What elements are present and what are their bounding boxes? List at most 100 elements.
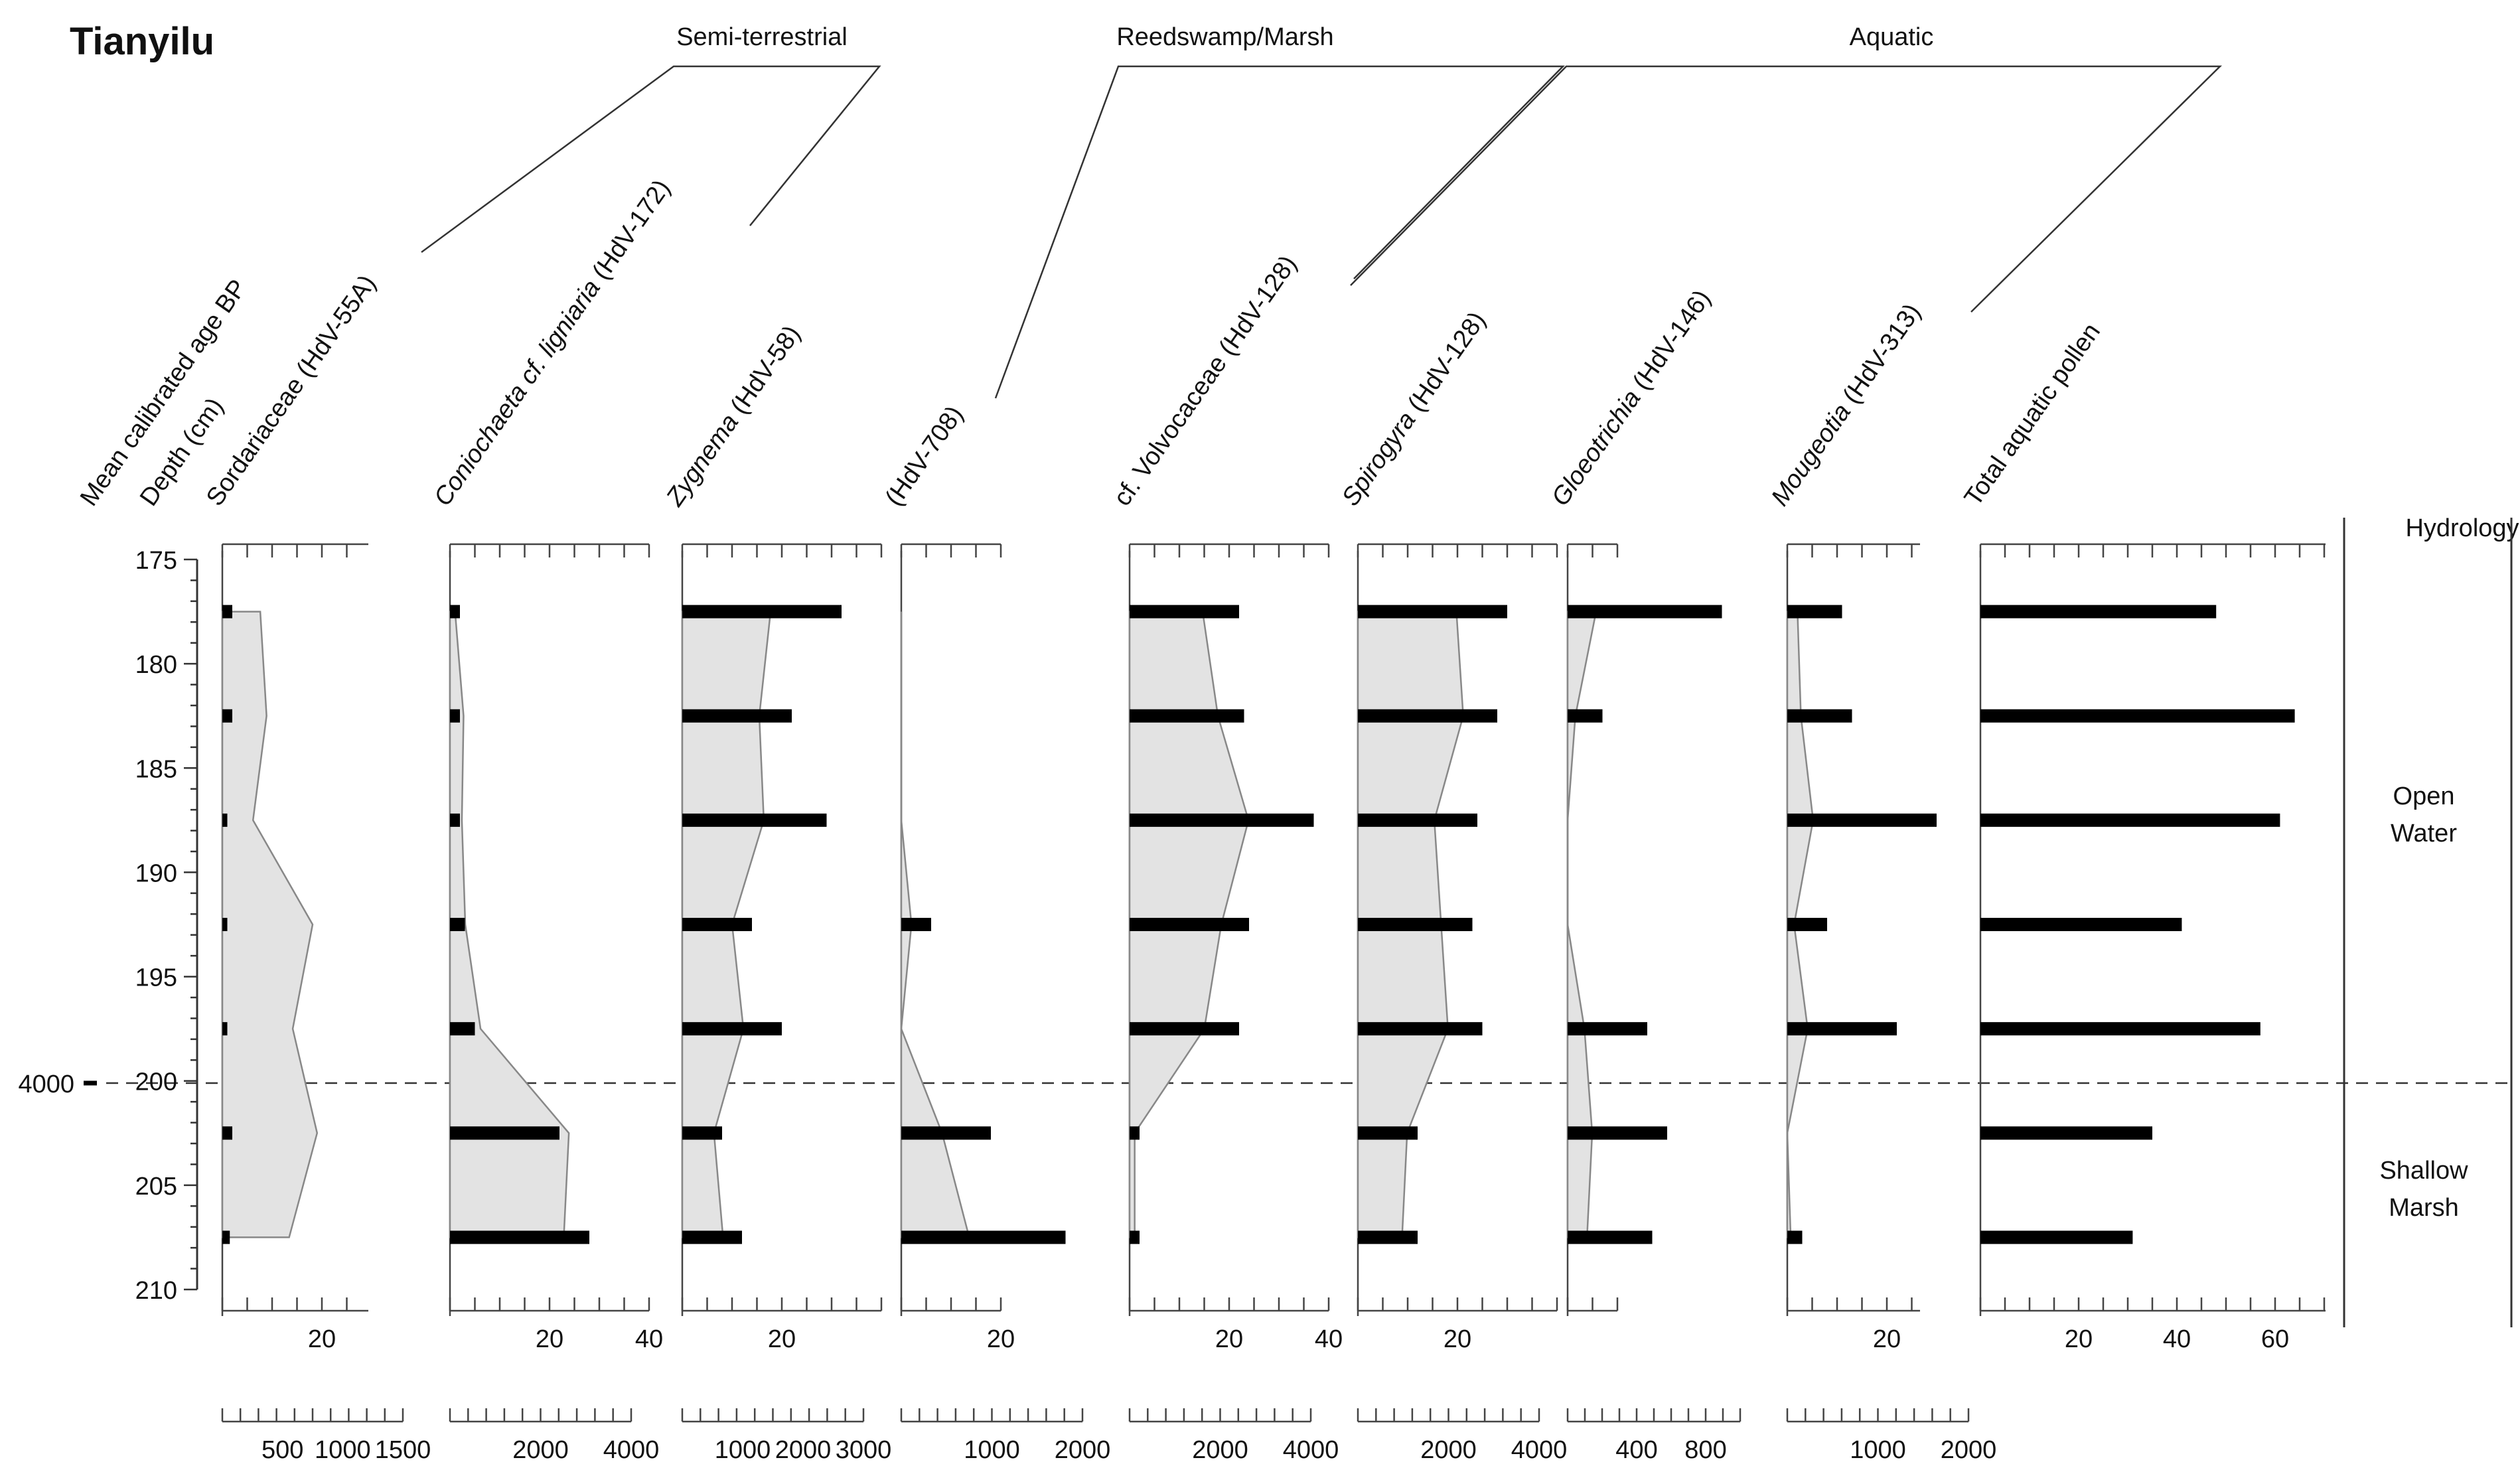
percentage-bar <box>682 918 752 931</box>
depth-tick-label: 175 <box>135 547 177 575</box>
taxon-code: (HdV-146) <box>1623 285 1716 401</box>
percentage-bar <box>1358 1022 1483 1036</box>
percentage-bar <box>1787 1230 1803 1244</box>
percentage-bar <box>1358 813 1477 827</box>
total-pollen-bar <box>1980 813 2280 827</box>
taxon-name: Mougeotia <box>1766 399 1856 511</box>
percentage-bar <box>1358 605 1507 619</box>
percentage-bar <box>450 1230 589 1244</box>
total-pollen-bar <box>1980 1126 2152 1140</box>
percent-tick-label: 20 <box>2065 1325 2093 1353</box>
taxon-name: Sordariaceae <box>201 372 310 511</box>
taxon-column-label: Zygnema (HdV-58) <box>660 321 806 512</box>
concentration-tick-label: 1000 <box>1850 1436 1906 1464</box>
taxon-code: (HdV-313) <box>1834 299 1927 415</box>
taxon-column-label: cf. Volvocaceae (HdV-128) <box>1108 251 1302 512</box>
percentage-bar <box>682 1126 722 1140</box>
taxon-code: (HdV-128) <box>1398 307 1491 423</box>
percentage-bar <box>1568 1230 1653 1244</box>
taxon-column-label: Mougeotia (HdV-313) <box>1766 299 1927 511</box>
taxon-name: Zygnema <box>660 409 744 512</box>
percentage-bar <box>1130 813 1314 827</box>
percentage-bar <box>222 813 228 827</box>
group-label: Aquatic <box>1850 23 1934 51</box>
total-pollen-bar <box>1980 605 2217 619</box>
total-pollen-bar <box>1980 709 2295 723</box>
percentage-bar <box>901 918 931 931</box>
total-pollen-bar <box>1980 1230 2133 1244</box>
concentration-silhouette <box>1566 611 1597 1238</box>
concentration-tick-label: 1000 <box>315 1436 371 1464</box>
percentage-bar <box>450 605 460 619</box>
group-label: Semi-terrestrial <box>676 23 848 51</box>
percentage-bar <box>682 605 842 619</box>
depth-tick-label: 205 <box>135 1173 177 1201</box>
total-pollen-bar <box>1980 1022 2261 1036</box>
percentage-bar <box>1130 1230 1140 1244</box>
concentration-tick-label: 500 <box>261 1436 303 1464</box>
percentage-bar <box>1787 709 1852 723</box>
percentage-bar <box>450 709 460 723</box>
depth-tick-label: 180 <box>135 651 177 679</box>
percentage-bar <box>450 1022 475 1036</box>
concentration-tick-label: 2000 <box>775 1436 832 1464</box>
percentage-bar <box>222 1230 230 1244</box>
concentration-tick-label: 4000 <box>1511 1436 1568 1464</box>
concentration-tick-label: 4000 <box>603 1436 660 1464</box>
hydrology-zone-shallow-line1: Shallow <box>2379 1157 2468 1185</box>
concentration-tick-label: 800 <box>1684 1436 1726 1464</box>
hydrology-zone-open-line2: Water <box>2391 820 2457 847</box>
concentration-tick-label: 1500 <box>375 1436 431 1464</box>
hydrology-label: Hydrology <box>2405 514 2519 542</box>
taxon-name: cf. Volvocaceae <box>1108 350 1232 511</box>
percent-tick-label: 20 <box>987 1325 1015 1353</box>
percentage-bar <box>682 1022 782 1036</box>
concentration-tick-label: 400 <box>1615 1436 1657 1464</box>
percentage-bar <box>1358 709 1497 723</box>
percentage-bar <box>1358 1126 1418 1140</box>
group-bracket <box>421 65 881 254</box>
depth-tick-label: 190 <box>135 859 177 887</box>
percentage-bar <box>1568 1022 1647 1036</box>
percentage-bar <box>1358 918 1473 931</box>
percent-tick-label: 20 <box>1873 1325 1901 1353</box>
group-bracket <box>994 65 1565 399</box>
taxon-column-label: Coniochaeta cf. ligniaria (HdV-172) <box>429 175 676 511</box>
percentage-bar <box>1130 709 1244 723</box>
percent-tick-label: 40 <box>1315 1325 1343 1353</box>
percent-tick-label: 40 <box>2163 1325 2191 1353</box>
percentage-bar <box>682 709 792 723</box>
depth-tick-label: 200 <box>135 1068 177 1096</box>
percentage-bar <box>222 709 232 723</box>
percentage-bar <box>1787 918 1827 931</box>
concentration-silhouette <box>221 611 319 1238</box>
concentration-tick-label: 2000 <box>1055 1436 1111 1464</box>
concentration-tick-label: 2000 <box>1941 1436 1997 1464</box>
concentration-tick-label: 4000 <box>1283 1436 1339 1464</box>
concentration-tick-label: 2000 <box>1420 1436 1477 1464</box>
taxon-code: (HdV-708) <box>880 401 969 511</box>
concentration-tick-label: 3000 <box>836 1436 892 1464</box>
percentage-bar <box>450 918 465 931</box>
taxon-code: (HdV-55A) <box>287 270 382 388</box>
percent-tick-label: 20 <box>536 1325 563 1353</box>
taxon-name: Gloeotrichia <box>1546 385 1647 511</box>
percentage-bar <box>1787 1022 1897 1036</box>
concentration-tick-label: 2000 <box>1192 1436 1248 1464</box>
taxon-name: Spirogyra <box>1337 407 1422 511</box>
site-title: Tianyilu <box>70 20 214 63</box>
percentage-bar <box>1568 709 1603 723</box>
percentage-bar <box>682 813 827 827</box>
depth-tick-label: 185 <box>135 755 177 783</box>
percentage-bar <box>1568 1126 1667 1140</box>
percentage-bar <box>450 1126 559 1140</box>
hydrology-zone-open-line1: Open <box>2393 782 2455 810</box>
hydrology-zone-shallow-line2: Marsh <box>2389 1194 2459 1222</box>
percent-tick-label: 60 <box>2261 1325 2289 1353</box>
percentage-bar <box>682 1230 742 1244</box>
percentage-bar <box>222 1022 228 1036</box>
concentration-silhouette <box>449 611 570 1238</box>
percentage-bar <box>901 1230 1066 1244</box>
percentage-bar <box>1787 605 1842 619</box>
